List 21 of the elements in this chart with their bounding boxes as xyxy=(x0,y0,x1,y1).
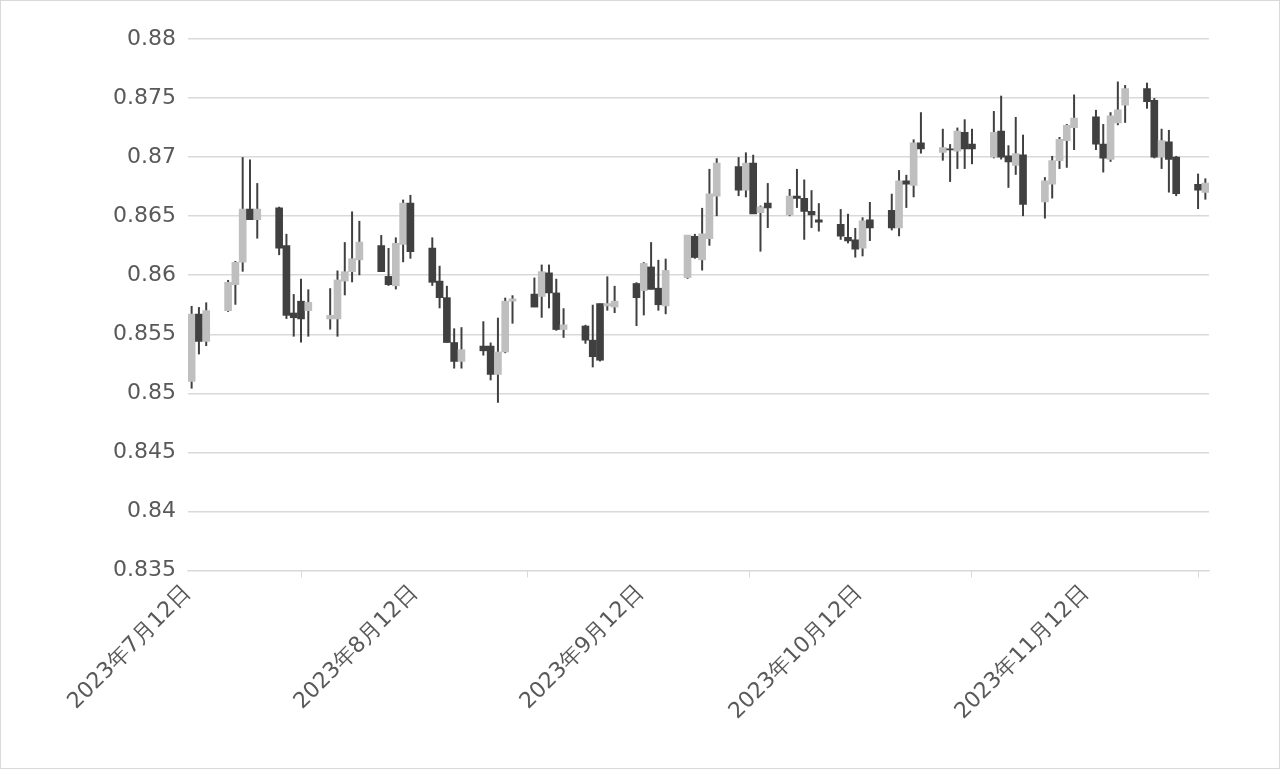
y-tick-label: 0.85 xyxy=(127,379,176,405)
y-tick-label: 0.87 xyxy=(127,142,176,168)
candlestick xyxy=(866,200,874,242)
y-tick-label: 0.835 xyxy=(113,556,176,582)
y-tick-label: 0.88 xyxy=(127,24,176,50)
y-tick-label: 0.875 xyxy=(113,83,176,109)
candlestick xyxy=(1121,84,1129,124)
candlestick xyxy=(246,158,254,221)
y-tick-label: 0.865 xyxy=(113,201,176,227)
y-tick-label: 0.84 xyxy=(127,497,176,523)
candlestick xyxy=(763,182,772,229)
candlestick xyxy=(384,247,393,287)
y-tick-label: 0.845 xyxy=(113,438,176,464)
candlestick xyxy=(632,281,641,327)
candlestick xyxy=(1194,172,1202,211)
candlestick xyxy=(691,232,699,260)
y-tick-label: 0.86 xyxy=(127,260,176,286)
candlestick xyxy=(902,173,911,209)
candlestick xyxy=(917,111,925,155)
candlestick xyxy=(815,202,823,233)
y-tick-label: 0.855 xyxy=(113,319,176,345)
